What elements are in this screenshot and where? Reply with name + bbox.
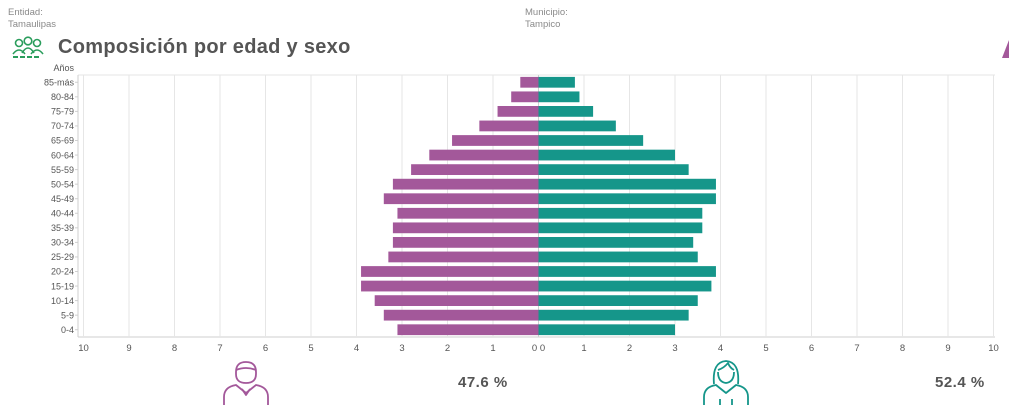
male-percentage: 47.6 %	[458, 374, 508, 391]
male-bar	[520, 76, 539, 88]
x-tick-label-left: 0	[532, 343, 537, 354]
female-bar	[538, 222, 703, 234]
chart-title: Composición por edad y sexo	[58, 35, 351, 58]
female-bar	[538, 164, 689, 175]
female-bar	[538, 266, 716, 277]
entidad-value: Tamaulipas	[8, 19, 57, 30]
female-bar	[538, 251, 698, 263]
y-tick-label: 25-29	[51, 252, 74, 262]
x-tick-label-left: 6	[263, 343, 268, 354]
female-percentage: 52.4 %	[935, 374, 985, 391]
y-tick-label: 5-9	[61, 310, 74, 320]
male-bar	[511, 91, 539, 103]
female-bar	[538, 295, 698, 306]
x-tick-label-left: 2	[445, 343, 450, 354]
female-bar	[538, 178, 716, 190]
people-group-icon	[12, 36, 44, 58]
x-tick-label-right: 9	[945, 343, 950, 354]
male-bar	[383, 309, 539, 321]
y-tick-label: 55-59	[51, 165, 74, 175]
municipio-value: Tampico	[525, 19, 561, 30]
female-bar	[538, 106, 594, 117]
chart-header: Composición por edad y sexo	[10, 34, 351, 60]
male-bar	[497, 106, 539, 117]
x-tick-label-left: 9	[126, 343, 131, 354]
male-bar	[452, 135, 539, 146]
male-bar	[388, 251, 539, 263]
female-bar	[538, 324, 675, 336]
y-tick-label: 10-14	[51, 296, 74, 306]
x-tick-label-right: 5	[763, 343, 768, 354]
male-bar	[361, 280, 539, 292]
x-tick-label-left: 7	[217, 343, 222, 354]
y-tick-label: 75-79	[51, 107, 74, 117]
male-bar	[397, 324, 539, 336]
y-tick-label: 70-74	[51, 121, 74, 131]
x-tick-label-right: 0	[540, 343, 545, 354]
corner-marker-icon	[1002, 40, 1009, 58]
female-bar	[538, 280, 712, 292]
female-bar	[538, 193, 716, 205]
x-tick-label-left: 10	[78, 343, 89, 354]
female-bar	[538, 135, 644, 146]
x-tick-label-right: 6	[809, 343, 814, 354]
x-tick-label-left: 1	[490, 343, 495, 354]
entidad-filter[interactable]: Entidad: Tamaulipas	[8, 7, 56, 31]
x-tick-label-right: 4	[718, 343, 723, 354]
y-tick-label: 20-24	[51, 267, 74, 277]
x-tick-label-right: 10	[988, 343, 999, 354]
x-tick-label-left: 3	[399, 343, 404, 354]
male-bar	[429, 149, 539, 161]
x-tick-label-right: 7	[854, 343, 859, 354]
x-tick-label-left: 8	[172, 343, 177, 354]
male-bar	[392, 178, 539, 190]
y-tick-label: 65-69	[51, 136, 74, 146]
male-bar	[411, 164, 539, 175]
male-bar	[374, 295, 539, 306]
female-bar	[538, 237, 694, 248]
female-bar	[538, 309, 689, 321]
female-bar	[538, 207, 703, 219]
population-pyramid-chart: Años 85-más 80-84 75-79 70-74 65-69 60-64 55-59…	[44, 63, 999, 354]
y-tick-label: 35-39	[51, 223, 74, 233]
x-tick-label-right: 2	[627, 343, 632, 354]
male-bar	[397, 207, 539, 219]
y-tick-label: 50-54	[51, 179, 74, 189]
male-bar	[361, 266, 539, 277]
y-tick-label: 60-64	[51, 150, 74, 160]
x-tick-label-right: 8	[900, 343, 905, 354]
entidad-label: Entidad:	[8, 7, 43, 18]
y-tick-label: 0-4	[61, 325, 74, 335]
male-bar	[479, 120, 539, 132]
woman-icon	[703, 360, 749, 405]
x-tick-label-left: 4	[354, 343, 359, 354]
female-bar	[538, 91, 580, 103]
male-bar	[383, 193, 539, 205]
municipio-filter[interactable]: Municipio: Tampico	[525, 7, 568, 31]
y-tick-label: 85-más	[44, 77, 75, 87]
y-tick-label: 40-44	[51, 208, 74, 218]
x-tick-label-right: 3	[672, 343, 677, 354]
y-tick-label: 80-84	[51, 92, 74, 102]
female-bar	[538, 120, 616, 132]
female-bar	[538, 76, 575, 88]
y-tick-label: 45-49	[51, 194, 74, 204]
municipio-label: Municipio:	[525, 7, 568, 18]
y-tick-label: 30-34	[51, 238, 74, 248]
female-bar	[538, 149, 675, 161]
x-tick-label-right: 1	[581, 343, 586, 354]
y-axis-title: Años	[53, 63, 74, 73]
male-bar	[392, 237, 539, 248]
x-tick-label-left: 5	[308, 343, 313, 354]
male-bar	[392, 222, 539, 234]
y-tick-label: 15-19	[51, 281, 74, 291]
man-icon	[223, 361, 269, 405]
